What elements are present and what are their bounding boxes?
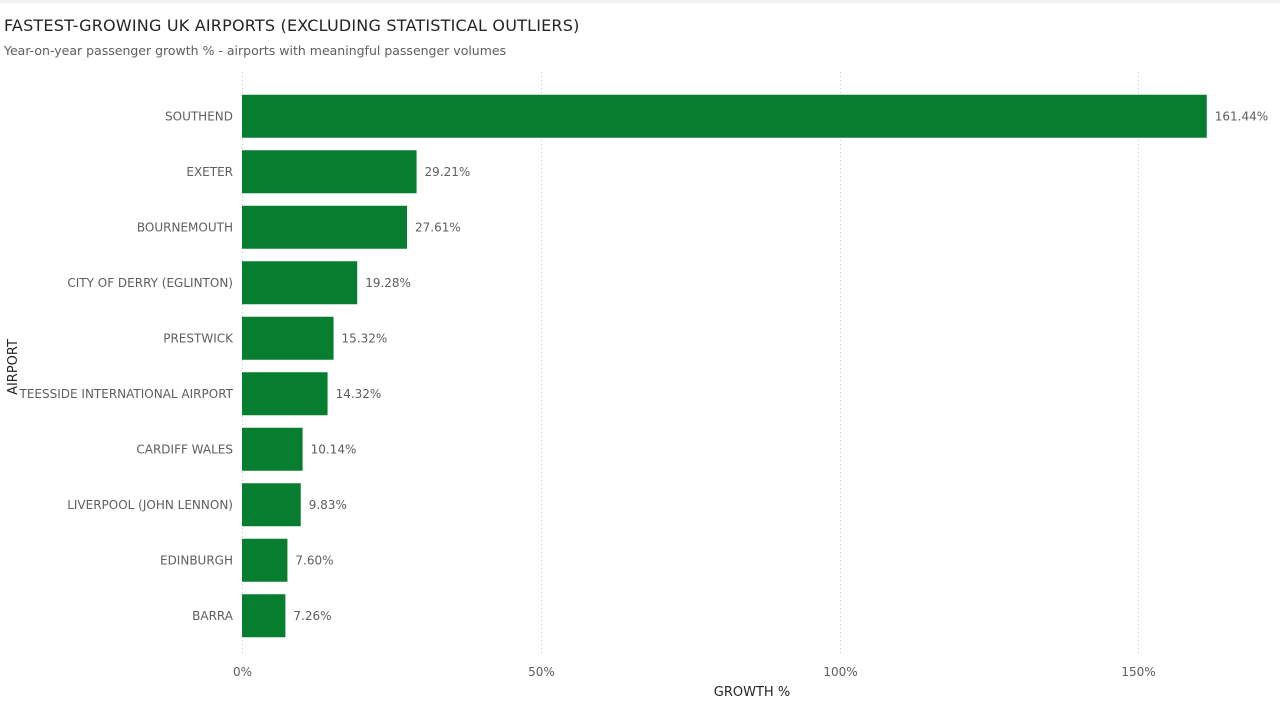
category-label: LIVERPOOL (JOHN LENNON) [67,498,233,512]
data-label: 15.32% [342,331,388,345]
bar[interactable] [242,483,301,527]
x-tick-label: 0% [233,665,252,679]
bar[interactable] [242,316,334,360]
data-label: 7.60% [295,553,333,567]
data-label: 7.26% [293,609,331,623]
data-label: 9.83% [309,498,347,512]
x-tick-label: 100% [823,665,857,679]
bars [242,94,1207,638]
category-label: SOUTHEND [165,109,233,123]
category-label: TEESSIDE INTERNATIONAL AIRPORT [19,387,234,401]
x-tick-label: 150% [1121,665,1155,679]
data-label: 161.44% [1215,109,1268,123]
category-label: EXETER [186,165,233,179]
chart-subtitle: Year-on-year passenger growth % - airpor… [4,43,507,58]
data-label: 27.61% [415,220,461,234]
top-border [0,0,1280,3]
x-axis-title: GROWTH % [714,685,790,700]
category-label: BOURNEMOUTH [137,220,233,234]
x-tick-label: 50% [528,665,555,679]
labels: 0% 50% 100% 150% SOUTHEND 161.44% EXETER 29.21%… [19,109,1269,679]
bar[interactable] [242,205,407,249]
data-label: 10.14% [311,442,357,456]
data-label: 19.28% [365,276,411,290]
bar[interactable] [242,261,358,305]
chart-title: FASTEST-GROWING UK AIRPORTS (EXCLUDING S… [4,16,580,35]
bar[interactable] [242,372,328,416]
gridlines [242,72,1139,656]
category-label: EDINBURGH [160,553,233,567]
bar[interactable] [242,594,286,638]
bar[interactable] [242,427,303,471]
category-label: BARRA [192,609,234,623]
bar[interactable] [242,94,1207,138]
category-label: CARDIFF WALES [136,442,233,456]
bar[interactable] [242,538,288,582]
category-label: PRESTWICK [163,331,234,345]
bar[interactable] [242,150,417,194]
data-label: 29.21% [425,165,471,179]
data-label: 14.32% [336,387,382,401]
y-axis-title: AIRPORT [6,339,21,395]
category-label: CITY OF DERRY (EGLINTON) [67,276,233,290]
